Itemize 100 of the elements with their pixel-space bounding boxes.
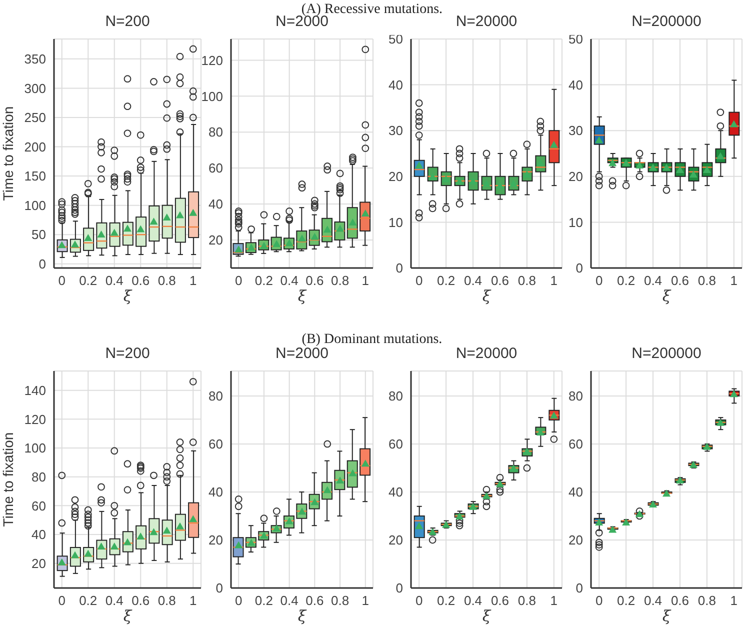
chart-title: N=200000: [630, 13, 702, 30]
x-axis-title: ξ: [298, 287, 307, 305]
y-tick-label: 20: [388, 532, 403, 548]
y-tick-label: 100: [24, 440, 46, 456]
y-tick-label: 40: [208, 484, 223, 500]
x-tick-label: 0.4: [280, 593, 298, 608]
y-tick-label: 40: [568, 77, 583, 92]
x-tick-label: 0.2: [254, 593, 274, 608]
y-tick-label: 250: [24, 110, 46, 126]
x-tick-label: 0: [234, 273, 242, 288]
y-tick-label: 20: [568, 169, 583, 184]
x-tick-label: 0.6: [306, 273, 324, 288]
x-tick-label: 0.2: [617, 273, 636, 288]
x-tick-label: 0.4: [105, 593, 124, 608]
x-tick-label: 0.4: [464, 593, 482, 608]
y-tick-label: 200: [24, 139, 46, 154]
x-tick-label: 0.4: [644, 593, 662, 608]
x-tick-label: 0.8: [518, 273, 536, 288]
y-tick-label: 20: [208, 532, 223, 548]
x-axis-title: ξ: [298, 607, 307, 625]
x-tick-label: 1: [550, 593, 558, 608]
y-axis-title: Time to fixation: [0, 432, 16, 527]
x-tick-label: 1: [550, 273, 558, 288]
x-tick-label: 0.8: [158, 593, 176, 608]
x-tick-label: 0.6: [132, 593, 150, 608]
x-tick-label: 0.2: [437, 273, 456, 288]
x-tick-label: 0.8: [330, 593, 350, 608]
y-tick-label: 80: [388, 388, 403, 404]
y-tick-label: 120: [24, 412, 46, 427]
y-tick-label: 150: [24, 168, 46, 184]
y-tick-label: 0: [576, 260, 583, 276]
x-tick-label: 0.2: [254, 273, 274, 288]
x-tick-label: 0.6: [490, 593, 510, 608]
x-axis-title: ξ: [662, 607, 672, 625]
x-axis-title: ξ: [123, 607, 132, 625]
y-tick-label: 120: [201, 52, 223, 68]
x-tick-label: 0: [58, 593, 66, 608]
y-tick-label: 60: [388, 436, 403, 452]
x-tick-label: 0: [595, 593, 603, 608]
y-tick-label: 40: [208, 196, 223, 212]
x-tick-label: 0.4: [105, 273, 124, 288]
y-tick-label: 100: [24, 198, 46, 213]
y-tick-label: 10: [568, 214, 583, 230]
x-tick-label: 0.6: [490, 273, 510, 288]
x-tick-label: 0.2: [437, 593, 456, 608]
y-tick-label: 40: [388, 77, 403, 92]
x-tick-label: 1: [730, 593, 738, 608]
y-tick-label: 80: [208, 388, 223, 404]
x-tick-label: 0.8: [698, 593, 716, 608]
y-tick-label: 40: [568, 484, 583, 500]
y-tick-label: 60: [208, 436, 223, 452]
x-tick-label: 0.6: [670, 593, 690, 608]
y-tick-label: 140: [24, 382, 46, 398]
y-tick-label: 0: [38, 256, 46, 272]
y-tick-label: 20: [32, 556, 46, 571]
y-tick-label: 30: [388, 123, 403, 138]
x-tick-label: 0: [234, 593, 242, 608]
x-tick-label: 0.4: [644, 273, 662, 288]
y-tick-label: 80: [32, 469, 46, 484]
y-tick-label: 350: [24, 52, 46, 67]
chart-title: N=200000: [630, 345, 702, 362]
y-tick-label: 80: [568, 388, 583, 404]
y-tick-label: 80: [208, 124, 223, 140]
x-tick-label: 0: [58, 273, 66, 288]
y-tick-label: 60: [208, 160, 223, 176]
text: (B) Dominant mutations.: [302, 332, 442, 347]
x-axis-title: ξ: [662, 287, 672, 305]
y-tick-label: 50: [32, 227, 46, 242]
x-tick-label: 0: [415, 273, 423, 288]
x-tick-label: 0: [415, 593, 423, 608]
x-tick-label: 0: [595, 273, 603, 288]
x-tick-label: 0.8: [158, 273, 176, 288]
chart-title: N=20000: [456, 13, 518, 30]
x-axis-title: ξ: [482, 287, 492, 305]
x-tick-label: 0.4: [280, 273, 298, 288]
x-tick-label: 0.8: [698, 273, 716, 288]
y-tick-label: 0: [216, 580, 223, 596]
y-tick-label: 60: [568, 436, 583, 452]
chart-title: N=200: [104, 13, 151, 30]
x-tick-label: 0.6: [670, 273, 690, 288]
x-tick-label: 0.4: [464, 273, 482, 288]
y-tick-label: 40: [32, 527, 46, 542]
y-tick-label: 20: [388, 169, 403, 184]
chart-title: N=2000: [274, 345, 330, 362]
y-tick-label: 0: [396, 260, 403, 276]
x-tick-label: 0.6: [306, 593, 324, 608]
x-axis-title: ξ: [123, 287, 132, 305]
y-tick-label: 10: [388, 214, 403, 230]
y-tick-label: 100: [201, 88, 223, 104]
y-tick-label: 0: [396, 580, 403, 596]
x-axis-title: ξ: [482, 607, 492, 625]
text: (A) Recessive mutations.: [301, 2, 443, 17]
x-tick-label: 0.2: [79, 593, 98, 608]
x-tick-label: 1: [190, 593, 197, 608]
y-tick-label: 20: [568, 532, 583, 548]
y-tick-label: 40: [388, 484, 403, 500]
x-tick-label: 1: [362, 273, 370, 288]
y-tick-label: 300: [24, 80, 46, 96]
x-tick-label: 0.6: [132, 273, 150, 288]
chart-title: N=20000: [456, 345, 518, 362]
